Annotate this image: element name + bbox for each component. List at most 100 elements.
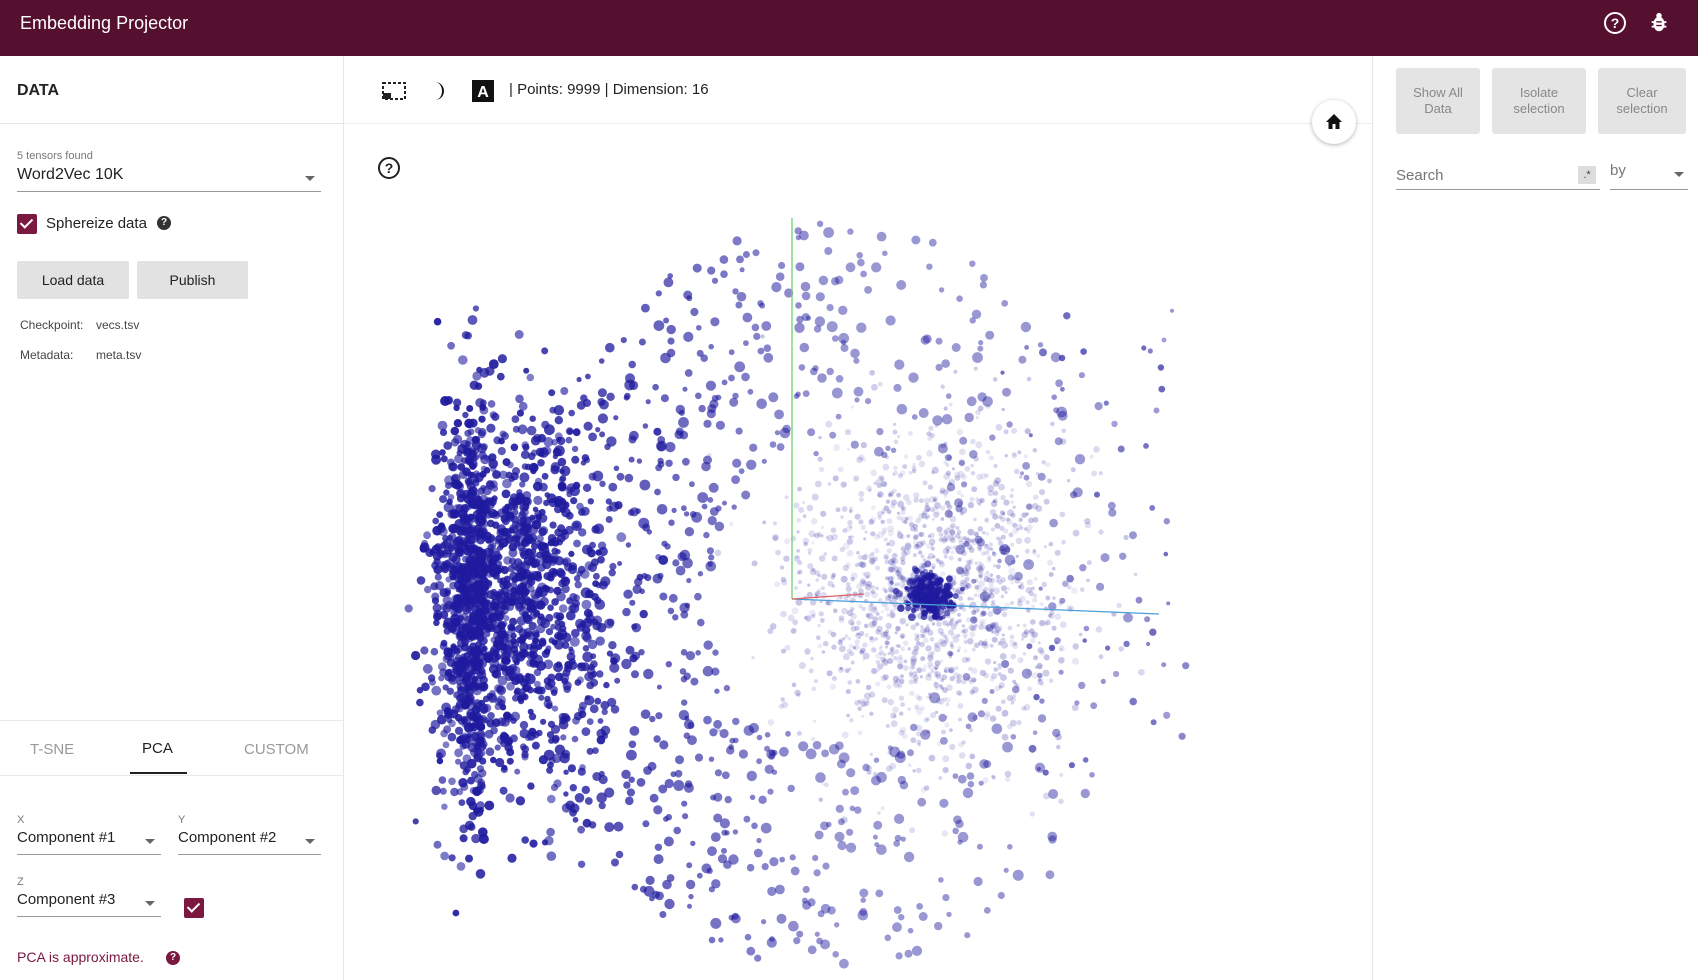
embedding-point[interactable]: [938, 776, 943, 780]
embedding-point[interactable]: [760, 822, 772, 834]
embedding-point[interactable]: [839, 666, 843, 671]
embedding-point[interactable]: [472, 593, 482, 603]
embedding-point[interactable]: [666, 874, 675, 882]
embedding-point[interactable]: [586, 546, 593, 554]
embedding-point[interactable]: [860, 270, 867, 278]
embedding-point[interactable]: [769, 623, 777, 630]
embedding-point[interactable]: [926, 431, 932, 437]
embedding-point[interactable]: [895, 644, 899, 648]
embedding-point[interactable]: [897, 663, 903, 670]
embedding-point[interactable]: [849, 607, 854, 611]
embedding-point[interactable]: [917, 797, 927, 807]
embedding-point[interactable]: [920, 625, 924, 629]
embedding-point[interactable]: [940, 443, 946, 449]
embedding-point[interactable]: [643, 766, 652, 775]
embedding-point[interactable]: [817, 456, 823, 462]
embedding-point[interactable]: [510, 472, 519, 481]
embedding-point[interactable]: [957, 618, 962, 623]
embedding-point[interactable]: [1141, 345, 1147, 351]
embedding-point[interactable]: [890, 447, 897, 453]
embedding-point[interactable]: [513, 659, 520, 666]
embedding-point[interactable]: [859, 649, 864, 655]
embedding-point[interactable]: [973, 876, 983, 887]
embedding-point[interactable]: [1009, 493, 1014, 498]
embedding-point[interactable]: [554, 556, 564, 566]
embedding-point[interactable]: [472, 625, 483, 636]
embedding-point[interactable]: [945, 470, 951, 476]
embedding-point[interactable]: [763, 352, 774, 363]
embedding-point[interactable]: [483, 565, 492, 574]
embedding-point[interactable]: [962, 632, 968, 638]
embedding-point[interactable]: [927, 654, 934, 661]
embedding-point[interactable]: [902, 733, 908, 739]
embedding-point[interactable]: [1012, 641, 1018, 646]
embedding-point[interactable]: [871, 668, 878, 675]
embedding-point[interactable]: [411, 650, 421, 661]
embedding-point[interactable]: [885, 595, 891, 601]
embedding-point[interactable]: [654, 488, 661, 496]
embedding-point[interactable]: [885, 445, 891, 451]
embedding-point[interactable]: [978, 574, 983, 579]
embedding-point[interactable]: [526, 373, 535, 382]
embedding-point[interactable]: [1024, 548, 1030, 554]
embedding-point[interactable]: [992, 621, 999, 629]
embedding-point[interactable]: [1032, 655, 1039, 661]
embedding-point[interactable]: [582, 483, 592, 492]
embedding-point[interactable]: [593, 523, 605, 535]
embedding-point[interactable]: [533, 668, 542, 677]
embedding-point[interactable]: [979, 611, 986, 618]
embedding-point[interactable]: [803, 541, 808, 547]
embedding-point[interactable]: [524, 673, 536, 685]
embedding-point[interactable]: [921, 667, 927, 673]
embedding-point[interactable]: [916, 667, 923, 674]
embedding-point[interactable]: [856, 632, 860, 636]
embedding-point[interactable]: [1178, 732, 1186, 740]
embedding-point[interactable]: [719, 255, 729, 264]
embedding-point[interactable]: [710, 832, 721, 842]
embedding-point[interactable]: [966, 617, 972, 623]
embedding-point[interactable]: [1002, 543, 1009, 550]
embedding-point[interactable]: [960, 473, 967, 480]
embedding-point[interactable]: [955, 620, 959, 624]
embedding-point[interactable]: [997, 558, 1002, 564]
embedding-point[interactable]: [488, 497, 497, 506]
embedding-point[interactable]: [566, 428, 574, 435]
embedding-point[interactable]: [892, 472, 896, 477]
embedding-point[interactable]: [785, 730, 791, 737]
embedding-point[interactable]: [979, 619, 986, 626]
embedding-point[interactable]: [1158, 385, 1166, 393]
embedding-point[interactable]: [853, 475, 860, 482]
embedding-point[interactable]: [887, 586, 895, 593]
embedding-point[interactable]: [469, 471, 476, 478]
embedding-point[interactable]: [707, 846, 717, 857]
embedding-point[interactable]: [1082, 638, 1087, 643]
embedding-point[interactable]: [711, 879, 721, 889]
embedding-point[interactable]: [901, 578, 907, 584]
embedding-point[interactable]: [493, 550, 501, 559]
embedding-point[interactable]: [511, 415, 520, 423]
embedding-point[interactable]: [882, 250, 888, 257]
embedding-point[interactable]: [979, 669, 987, 677]
embedding-point[interactable]: [462, 467, 471, 476]
embedding-point[interactable]: [1036, 553, 1041, 558]
embedding-point[interactable]: [1103, 400, 1109, 406]
embedding-point[interactable]: [531, 543, 538, 550]
embedding-point[interactable]: [767, 886, 777, 897]
embedding-point[interactable]: [957, 595, 964, 601]
embedding-point[interactable]: [559, 475, 567, 482]
embedding-point[interactable]: [729, 397, 739, 407]
embedding-point[interactable]: [959, 582, 964, 587]
embedding-point[interactable]: [816, 532, 822, 537]
embedding-point[interactable]: [534, 680, 541, 688]
embedding-point[interactable]: [958, 717, 962, 722]
embedding-point[interactable]: [988, 581, 994, 587]
embedding-point[interactable]: [991, 627, 998, 634]
embedding-point[interactable]: [973, 642, 980, 648]
embedding-point[interactable]: [982, 531, 986, 535]
embedding-point[interactable]: [621, 769, 631, 779]
embedding-point[interactable]: [842, 542, 850, 550]
embedding-point[interactable]: [1007, 667, 1014, 674]
embedding-point[interactable]: [1026, 669, 1033, 676]
embedding-point[interactable]: [1010, 581, 1014, 585]
embedding-point[interactable]: [880, 675, 887, 682]
